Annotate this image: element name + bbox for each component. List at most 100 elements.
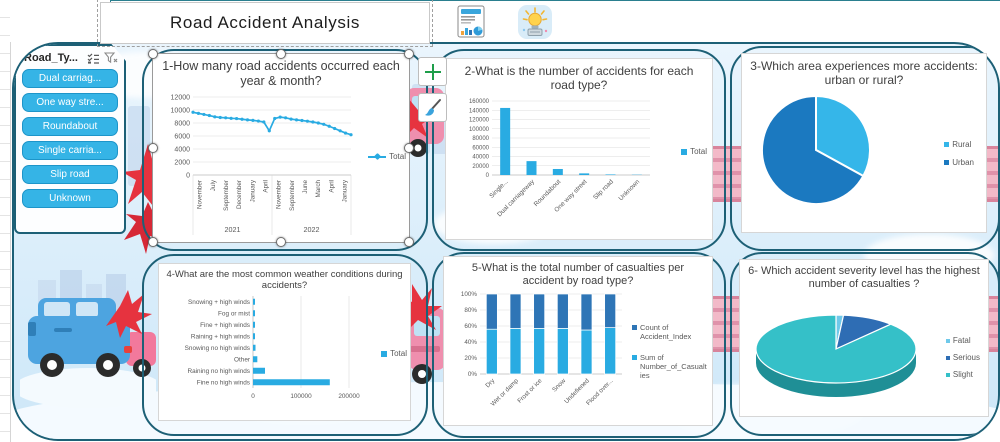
svg-text:100000: 100000 <box>469 127 490 133</box>
svg-text:60%: 60% <box>464 323 477 330</box>
road-type-slicer[interactable]: Road_Ty... Dual carriag... One way stre.… <box>14 44 126 234</box>
slicer-header: Road_Ty... <box>24 52 118 64</box>
selection-handle[interactable] <box>276 237 286 247</box>
chart4-title: 4-What are the most common weather condi… <box>166 269 403 292</box>
svg-text:March: March <box>315 180 322 198</box>
svg-text:November: November <box>197 180 204 209</box>
chart-styles-button[interactable] <box>418 93 447 122</box>
chart-elements-button[interactable] <box>418 57 447 86</box>
svg-text:12000: 12000 <box>171 94 191 101</box>
svg-text:0: 0 <box>186 172 190 179</box>
svg-text:January: January <box>249 179 256 202</box>
svg-text:Slip road: Slip road <box>592 178 615 201</box>
svg-text:April: April <box>262 180 269 193</box>
panel-chart3 <box>730 46 998 251</box>
svg-text:80%: 80% <box>464 307 477 314</box>
svg-text:80000: 80000 <box>472 136 489 142</box>
selection-handle[interactable] <box>148 143 158 153</box>
multiselect-icon[interactable] <box>87 53 100 64</box>
chart-severity-casualties[interactable]: 6- Which accident severity level has the… <box>739 259 989 417</box>
svg-text:Single...: Single... <box>488 178 509 199</box>
chart3-legend: Rural Urban <box>944 140 974 167</box>
selection-handle[interactable] <box>148 237 158 247</box>
slicer-item-one-way-street[interactable]: One way stre... <box>22 93 118 112</box>
svg-text:120000: 120000 <box>469 117 490 123</box>
svg-text:Other: Other <box>234 356 251 363</box>
selection-handle[interactable] <box>148 49 158 59</box>
svg-text:10000: 10000 <box>171 107 191 114</box>
chart3-title: 3-Which area experiences more accidents:… <box>750 59 978 88</box>
svg-text:20000: 20000 <box>472 164 489 170</box>
chart6-legend: Fatal Serious Slight <box>945 336 980 379</box>
svg-text:Raining + high winds: Raining + high winds <box>191 333 250 340</box>
slicer-item-roundabout[interactable]: Roundabout <box>22 117 118 136</box>
chart5-legend: Count of Accident_Index Sum of Number_of… <box>632 323 708 380</box>
svg-text:Dry: Dry <box>484 377 496 389</box>
svg-text:June: June <box>302 180 309 194</box>
svg-text:Fine no high winds: Fine no high winds <box>197 379 250 386</box>
svg-text:20%: 20% <box>464 355 477 362</box>
panel-chart6 <box>730 252 998 436</box>
svg-text:December: December <box>236 180 243 209</box>
selection-handle[interactable] <box>404 237 414 247</box>
svg-text:September: September <box>289 180 296 211</box>
svg-text:0: 0 <box>251 393 255 400</box>
svg-text:November: November <box>276 180 283 209</box>
svg-text:Fine + high winds: Fine + high winds <box>200 322 250 329</box>
chart-urban-vs-rural[interactable]: 3-Which area experiences more accidents:… <box>741 53 987 233</box>
svg-text:January: January <box>341 179 348 202</box>
chart1-legend: Total <box>368 152 406 161</box>
svg-text:2022: 2022 <box>304 225 320 234</box>
svg-text:September: September <box>223 180 230 211</box>
report-icon <box>457 5 485 37</box>
sheet-edge-gridlines <box>0 0 11 442</box>
svg-text:April: April <box>328 180 335 193</box>
chart5-title: 5-What is the total number of casualties… <box>471 262 685 288</box>
svg-text:140000: 140000 <box>469 108 490 114</box>
panel-chart5 <box>432 252 726 438</box>
chart-accidents-by-month[interactable]: 1-How many road accidents occurred each … <box>152 53 410 243</box>
lightbulb-icon <box>518 4 552 39</box>
report-icon-button[interactable] <box>450 3 492 40</box>
selection-handle[interactable] <box>404 49 414 59</box>
panel-chart2 <box>432 49 726 251</box>
svg-text:40000: 40000 <box>472 154 489 160</box>
slicer-item-slip-road[interactable]: Slip road <box>22 165 118 184</box>
slicer-item-dual-carriageway[interactable]: Dual carriag... <box>22 69 118 88</box>
svg-text:60000: 60000 <box>472 145 489 151</box>
panel-chart4 <box>142 254 428 436</box>
dashboard-title-box[interactable]: Road Accident Analysis <box>97 0 433 47</box>
svg-text:Snow: Snow <box>551 378 567 394</box>
slicer-item-unknown[interactable]: Unknown <box>22 189 118 208</box>
svg-text:8000: 8000 <box>174 120 190 127</box>
svg-text:July: July <box>210 179 217 191</box>
svg-text:4000: 4000 <box>174 146 190 153</box>
idea-icon-button[interactable] <box>514 3 556 40</box>
slicer-item-single-carriageway[interactable]: Single carria... <box>22 141 118 160</box>
van-crash-scene <box>20 270 156 408</box>
chart4-plot: 0 100000 200000 Snowing + high winds Fog or … <box>185 295 360 400</box>
chart3-plot <box>761 94 871 205</box>
selection-handle[interactable] <box>276 49 286 59</box>
chart6-title: 6- Which accident severity level has the… <box>748 265 980 291</box>
chart1-title: 1-How many road accidents occurred each … <box>162 59 400 88</box>
chart-weather-conditions[interactable]: 4-What are the most common weather condi… <box>158 263 411 421</box>
chart-casualties-per-accident[interactable]: 5-What is the total number of casualties… <box>443 256 713 426</box>
svg-text:0%: 0% <box>468 371 478 378</box>
chart2-plot: 0 20000 40000 60000 80000 100000 120000 140000 1… <box>469 99 650 218</box>
paintbrush-icon <box>424 98 441 116</box>
svg-text:6000: 6000 <box>174 133 190 140</box>
svg-text:100000: 100000 <box>290 393 312 400</box>
selection-handle[interactable] <box>404 143 414 153</box>
svg-text:Fog or mist: Fog or mist <box>218 310 250 317</box>
dashboard-title: Road Accident Analysis <box>170 13 360 32</box>
chart4-legend: Total <box>381 349 407 358</box>
chart2-legend: Total <box>681 147 707 156</box>
chart2-title: 2-What is the number of accidents for ea… <box>464 64 694 93</box>
chart-accidents-by-road-type[interactable]: 2-What is the number of accidents for ea… <box>445 58 713 240</box>
svg-text:2000: 2000 <box>174 159 190 166</box>
clear-filter-icon[interactable] <box>104 52 118 64</box>
svg-text:160000: 160000 <box>469 99 490 105</box>
svg-text:Snowing + high winds: Snowing + high winds <box>188 299 250 306</box>
